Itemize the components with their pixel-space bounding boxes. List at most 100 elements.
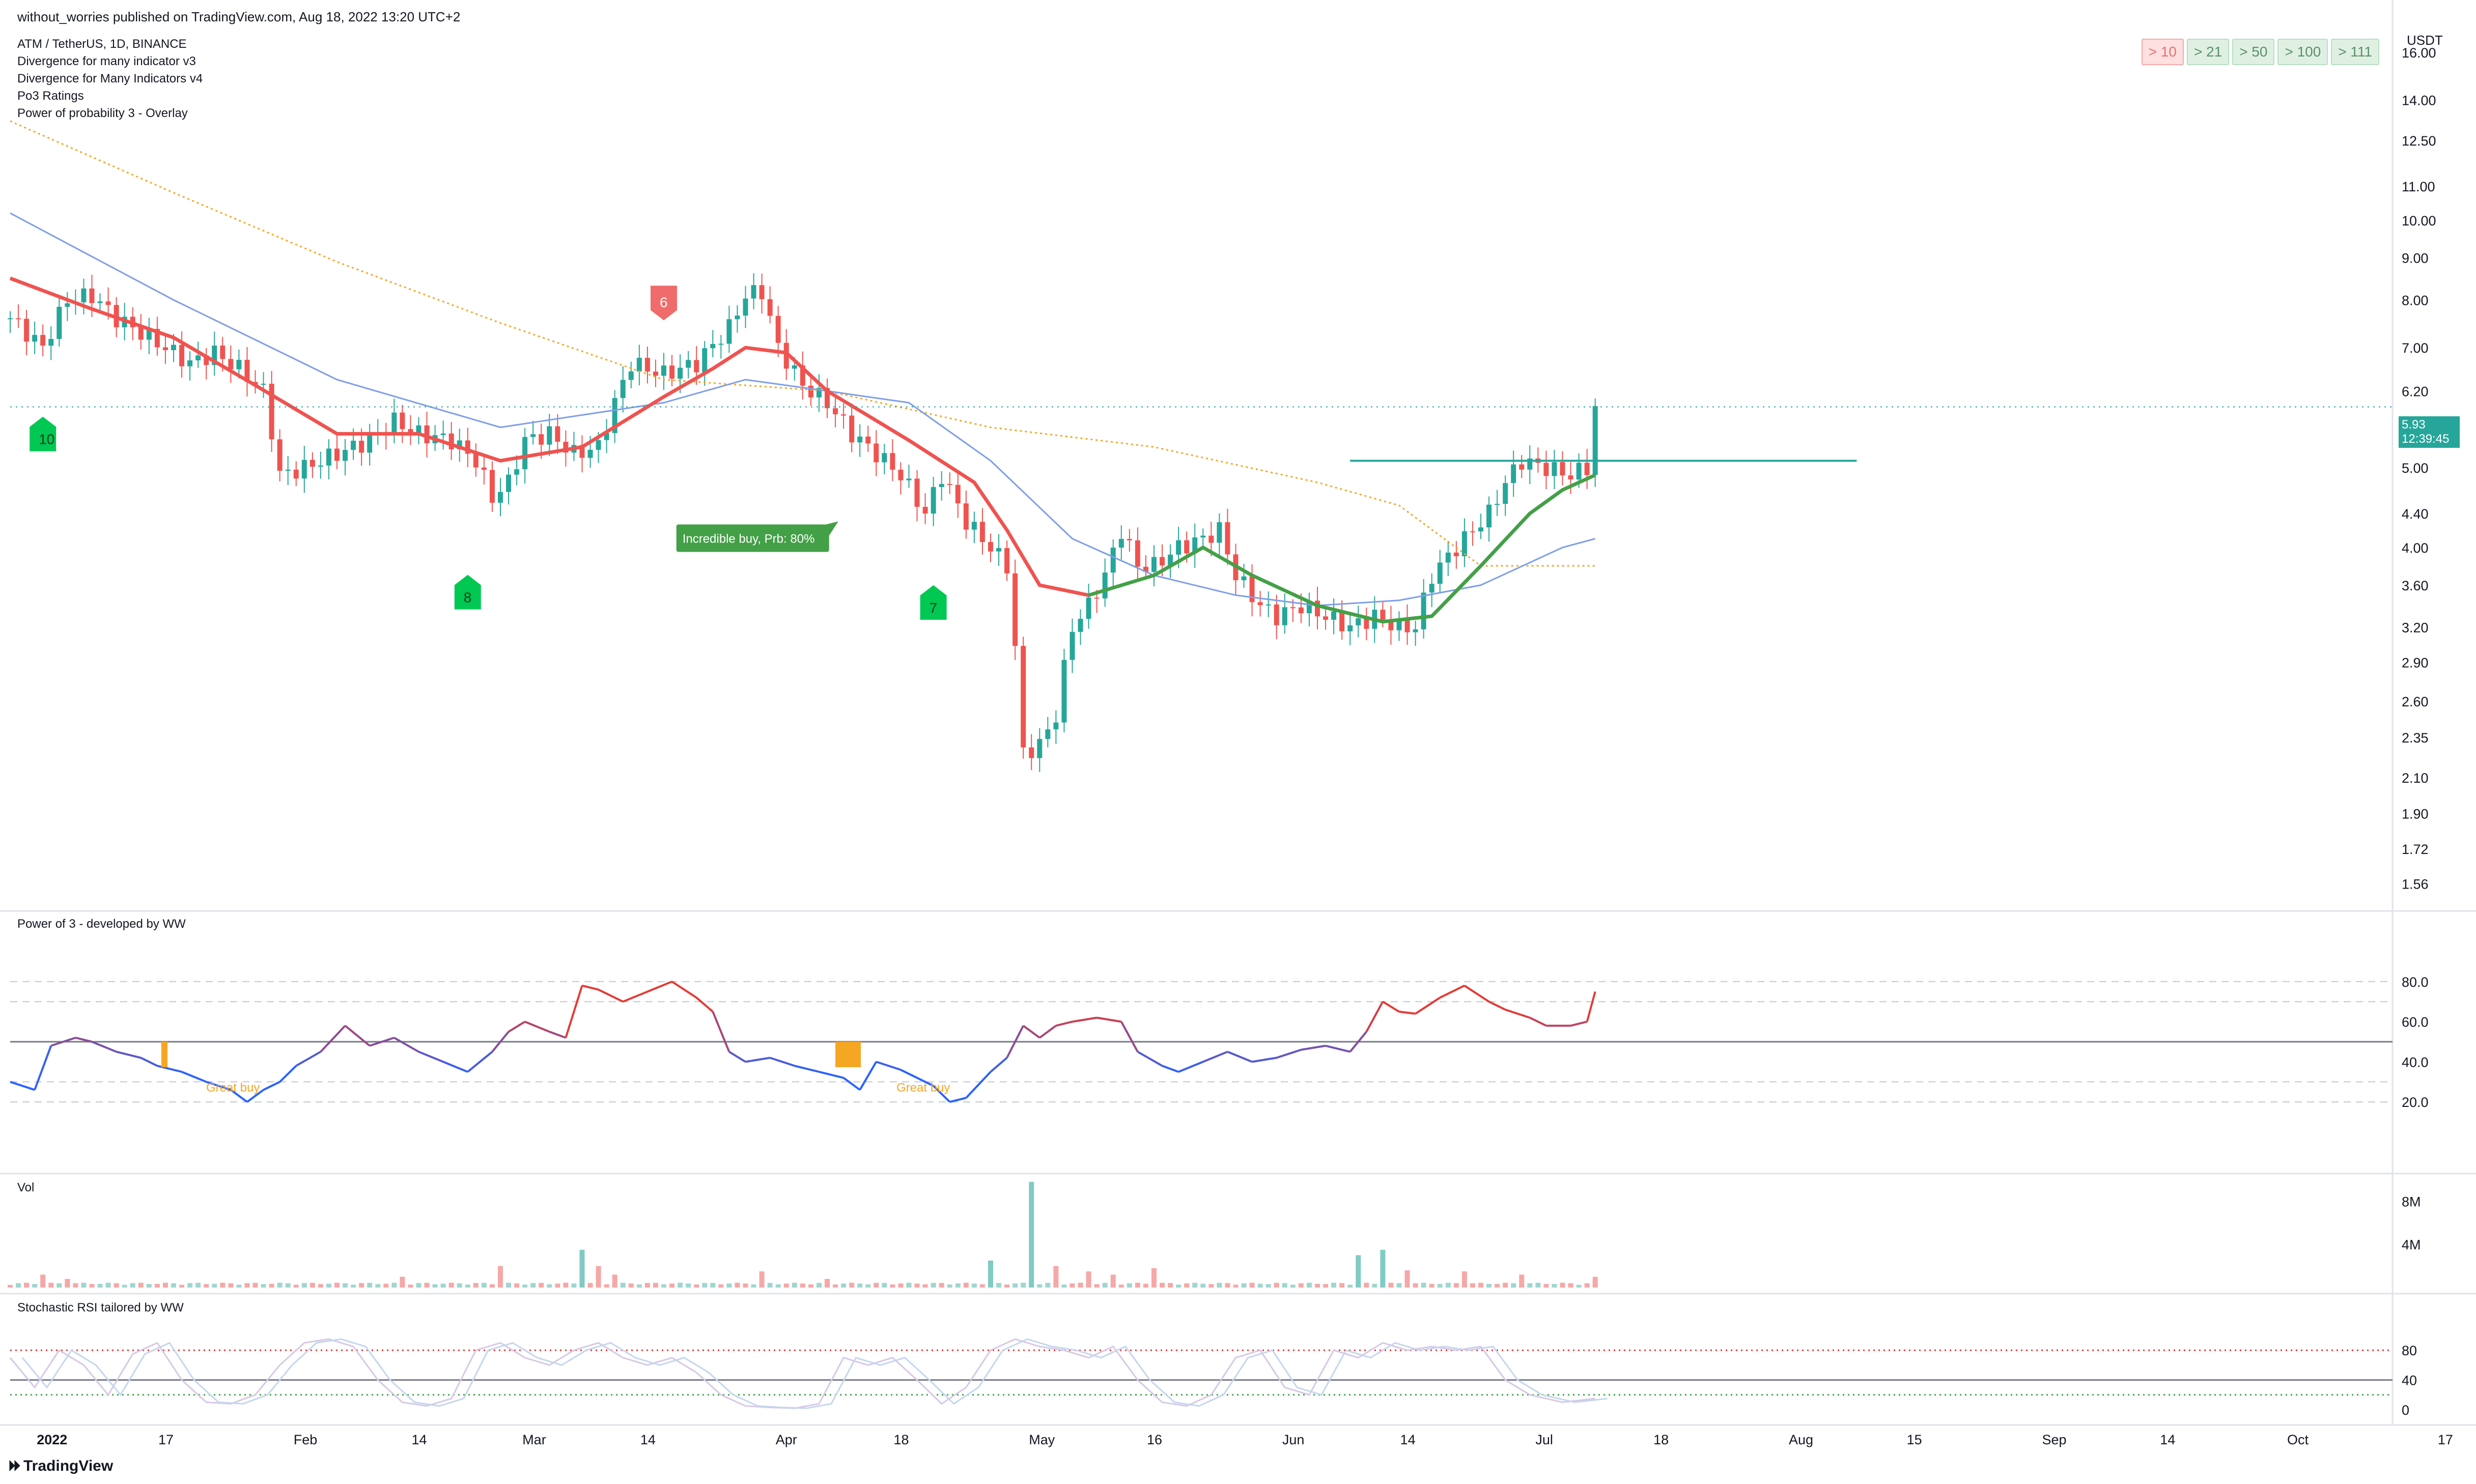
candle-body [947,484,952,486]
volume-bar [1274,1282,1279,1288]
volume-bar [1306,1282,1312,1288]
volume-bar [563,1282,569,1288]
oscillator-segment [671,981,697,998]
price-tick-label: 2.10 [2402,770,2429,786]
candle-body [800,365,805,386]
candle-body [359,440,364,453]
tradingview-logo[interactable]: ⏵⏵ TradingView [8,1458,113,1475]
volume-bar [678,1282,683,1288]
volume-bar [432,1284,438,1288]
marker-shape [30,416,57,451]
candle-body [1004,548,1010,574]
price-pane: 10 8 6 7 Incredible buy, Prb: 80% [8,120,2393,772]
volume-bar [833,1284,838,1288]
bull-signal-marker: 8 [454,575,481,610]
oscillator-segment [1096,1016,1122,1023]
candle-body [865,436,871,444]
candle-body [1519,464,1525,470]
candle-body [596,440,601,450]
candle-body [285,469,291,471]
price-tick-label: 4.40 [2402,506,2429,522]
stoch-rsi-title[interactable]: Stochastic RSI tailored by WW [17,1301,184,1315]
marker-label: 6 [660,294,668,310]
rating-badge: > 21 [2186,39,2230,65]
time-tick-label: 18 [893,1432,909,1447]
volume-bar [555,1283,560,1288]
oscillator-title[interactable]: Power of 3 - developed by WW [17,917,186,931]
legend-symbol[interactable]: ATM / TetherUS, 1D, BINANCE [17,37,187,51]
stoch-tick-label: 80 [2402,1343,2417,1358]
volume-bar [1380,1249,1386,1288]
volume-bar [236,1285,242,1288]
volume-bar [343,1283,348,1288]
candle-body [326,448,331,466]
volume-bar [1323,1284,1329,1288]
volume-bar [416,1283,421,1288]
marker-shape [920,585,947,620]
published-by: without_worries published on TradingView… [17,9,461,24]
marker-label: 7 [930,600,938,616]
ema-red-line [9,276,1089,597]
marker-shape [454,575,481,610]
volume-bar [301,1283,307,1288]
volume-bar [326,1283,331,1288]
price-tick-label: 1.90 [2402,806,2429,821]
volume-title[interactable]: Vol [17,1181,35,1194]
volume-bar [1568,1283,1573,1288]
volume-bar [1045,1282,1051,1288]
volume-bar [816,1282,822,1288]
volume-bar [644,1282,650,1288]
oscillator-segment [140,1057,158,1067]
volume-bar [1396,1283,1402,1288]
volume-bar [310,1282,315,1288]
legend-indicator[interactable]: Divergence for many indicator v3 [17,54,196,68]
oscillator-segment [647,980,672,993]
oscillator-segment [369,1037,395,1047]
candle-body [162,347,168,350]
oscillator-segment [728,1050,746,1063]
legend-indicator[interactable]: Po3 Ratings [17,89,84,103]
volume-bar [408,1285,413,1288]
legend-indicator[interactable]: Power of probability 3 - Overlay [17,106,188,120]
volume-bar [530,1283,536,1288]
candle-body [1070,632,1075,660]
legend-indicator[interactable]: Divergence for Many Indicators v4 [17,72,203,85]
candle-body [555,426,560,442]
candle-body [228,359,234,369]
oscillator-segment [949,1097,967,1103]
oscillator-segment [467,1051,493,1073]
volume-bar [612,1274,617,1288]
candle-body [1282,607,1287,625]
candle-body [1012,573,1018,646]
candle-body [48,338,54,346]
candle-body [1470,531,1475,532]
volume-bar [1029,1182,1034,1288]
volume-bar [1127,1283,1132,1288]
volume-bar [1233,1285,1239,1288]
candle-body [416,425,421,433]
candle-body [506,474,512,492]
candle-body [833,408,838,415]
volume-bar [751,1284,756,1288]
oscillator-segment [508,1020,526,1033]
oscillator-segment [263,1081,280,1091]
candle-body [808,385,813,397]
candle-body [857,436,863,443]
candle-body [963,503,969,530]
oscillator-segment [770,1057,795,1067]
candle-body [530,434,536,437]
candle-body [1143,566,1148,572]
volume-bar [1339,1283,1345,1288]
bear-signal-marker: 6 [651,286,677,321]
candle-body [874,443,879,463]
candle-body [775,316,781,343]
oscillator-segment [794,1065,820,1073]
candle-body [1388,619,1394,631]
oscillator-segment [1325,1044,1350,1053]
oscillator-segment [1162,1065,1179,1073]
volume-bar [710,1282,716,1288]
time-tick-label: 17 [2438,1432,2453,1447]
candle-body [906,478,912,480]
oscillator-segment [181,1071,207,1083]
